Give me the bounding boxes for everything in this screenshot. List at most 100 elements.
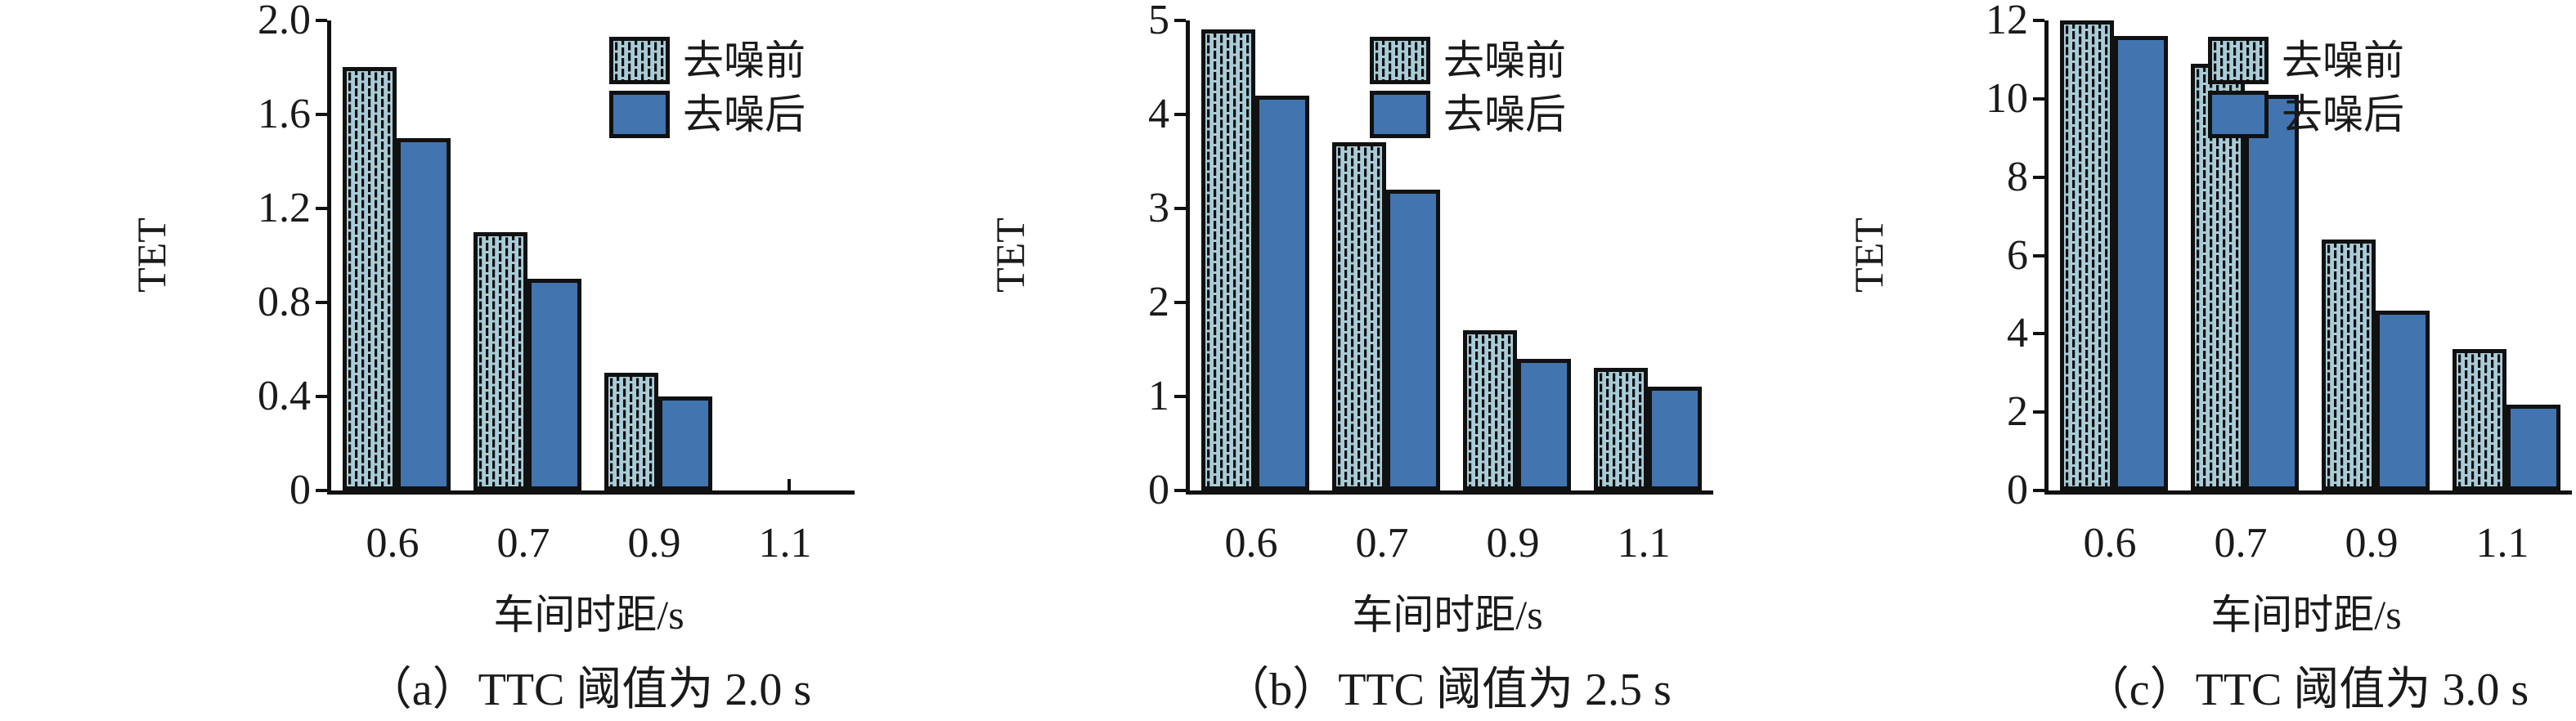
y-tick [1174, 301, 1186, 304]
panel-a: TET 去噪前去噪后 车间时距/s （a）TTC 阈值为 2.0 s 2.0 1.… [0, 0, 859, 721]
before-denoise-swatch [1370, 37, 1430, 84]
y-tick-label: 12 [1986, 0, 2028, 43]
y-tick-label: 0.4 [258, 373, 311, 419]
bar-before-0.9 [1463, 330, 1517, 490]
legend: 去噪前去噪后 [609, 37, 806, 138]
y-tick-label: 2 [2007, 388, 2028, 436]
y-tick [316, 489, 327, 492]
x-tick-label: 0.6 [1224, 520, 1278, 566]
legend-item-after: 去噪后 [1370, 91, 1566, 138]
x-tick-label: 1.1 [2475, 520, 2529, 566]
plot-area: 去噪前去噪后 [2033, 19, 2572, 495]
y-tick [2033, 410, 2044, 414]
y-tick [2033, 175, 2044, 179]
y-tick-label: 4 [1148, 91, 1169, 137]
x-tick-label: 0.9 [1486, 520, 1540, 566]
bar-before-1.1 [1594, 368, 1648, 490]
legend-label: 去噪后 [2282, 92, 2404, 137]
plot-area: 去噪前 去噪后 [1174, 19, 1713, 495]
y-tick-label: 10 [1986, 74, 2028, 122]
x-tick-label: 0.7 [2214, 520, 2268, 566]
y-tick-label: 8 [2007, 153, 2028, 200]
bar-before-0.6 [1201, 29, 1255, 490]
y-tick [316, 19, 327, 22]
x-tick-label: 0.7 [496, 520, 550, 566]
x-tick-label: 0.6 [2083, 520, 2137, 566]
y-tick-label: 3 [1148, 185, 1169, 231]
y-tick-label: 2 [1148, 279, 1169, 325]
x-tick-label: 0.6 [366, 520, 420, 566]
bar-before-0.7 [473, 232, 527, 490]
bar-after-0.9 [2376, 311, 2430, 490]
legend-label: 去噪后 [1443, 92, 1566, 137]
bar-after-0.6 [1255, 96, 1309, 490]
legend-item-before: 去噪前 [2208, 37, 2404, 84]
bar-after-1.1 [2506, 405, 2560, 490]
y-tick [1174, 489, 1186, 492]
legend-item-after: 去噪后 [2208, 91, 2404, 138]
bar-before-0.7 [1332, 142, 1386, 490]
after-denoise-swatch [1370, 91, 1430, 138]
y-tick [1174, 113, 1186, 116]
subplot-caption: （b）TTC 阈值为 2.5 s [1223, 665, 1672, 715]
y-tick [2033, 253, 2044, 258]
y-tick [1174, 19, 1186, 22]
bar-before-0.6 [2060, 20, 2114, 490]
y-tick-label: 1.2 [258, 185, 311, 231]
x-tick-label: 1.1 [758, 520, 812, 566]
bar-after-0.9 [1517, 359, 1571, 490]
y-tick-label: 6 [2007, 231, 2028, 279]
bar-after-0.9 [658, 396, 712, 490]
y-tick-label: 1.6 [258, 91, 311, 137]
y-tick [1174, 207, 1186, 210]
bar-after-0.6 [397, 138, 451, 490]
before-denoise-swatch [2208, 37, 2269, 84]
legend: 去噪前 去噪后 [1370, 37, 1566, 138]
bar-before-1.1 [2453, 349, 2506, 490]
y-tick [316, 395, 327, 398]
legend-item-before: 去噪前 [1370, 37, 1566, 84]
y-tick [2033, 96, 2044, 101]
y-axis-label: TET [987, 217, 1033, 293]
y-tick-label: 4 [2007, 310, 2028, 357]
legend-item-before: 去噪前 [609, 37, 806, 84]
legend: 去噪前去噪后 [2208, 37, 2404, 138]
bar-after-1.1 [1648, 387, 1702, 490]
y-tick [316, 113, 327, 116]
after-denoise-swatch [609, 91, 670, 138]
bar-after-0.7 [1386, 190, 1440, 490]
x-tick-label: 0.9 [2345, 520, 2399, 566]
x-axis-label: 车间时距/s [493, 592, 684, 638]
x-tick-label: 0.7 [1355, 520, 1409, 566]
x-tick-label: 1.1 [1617, 520, 1671, 566]
bar-after-0.7 [2245, 95, 2299, 490]
y-tick-label: 0 [1148, 467, 1169, 513]
y-tick-label: 1 [1148, 373, 1169, 419]
subplot-caption: （c）TTC 阈值为 3.0 s [2083, 665, 2529, 715]
y-tick-label: 0 [289, 467, 311, 513]
legend-label: 去噪前 [1443, 38, 1566, 83]
y-tick [2033, 19, 2044, 22]
legend-label: 去噪前 [683, 38, 806, 83]
legend-item-after: 去噪后 [609, 91, 806, 138]
x-axis-label: 车间时距/s [1352, 592, 1543, 638]
before-denoise-swatch [609, 37, 670, 84]
y-axis-label: TET [1846, 217, 1892, 293]
y-axis-label: TET [128, 217, 174, 293]
bar-after-0.6 [2114, 36, 2168, 490]
y-tick-label: 0.8 [258, 279, 311, 325]
plot-area: 去噪前去噪后 [316, 19, 855, 495]
y-tick [2033, 332, 2044, 336]
y-tick-label: 0 [2007, 467, 2028, 513]
panel-c: TET 去噪前去噪后 车间时距/s （c）TTC 阈值为 3.0 s 12 10 8… [1717, 0, 2576, 721]
y-tick [316, 207, 327, 210]
x-axis-label: 车间时距/s [2210, 592, 2402, 638]
subplot-caption: （a）TTC 阈值为 2.0 s [366, 665, 812, 715]
y-tick [2033, 489, 2044, 492]
y-tick-label: 2.0 [258, 0, 311, 43]
bar-before-0.9 [604, 373, 658, 490]
y-tick [1174, 395, 1186, 398]
bar-before-0.9 [2322, 240, 2376, 490]
panel-b: TET 去噪前 去噪后 车间时距/s （b）TTC 阈值为 2.5 s 5 4 3 2 1… [859, 0, 1717, 721]
